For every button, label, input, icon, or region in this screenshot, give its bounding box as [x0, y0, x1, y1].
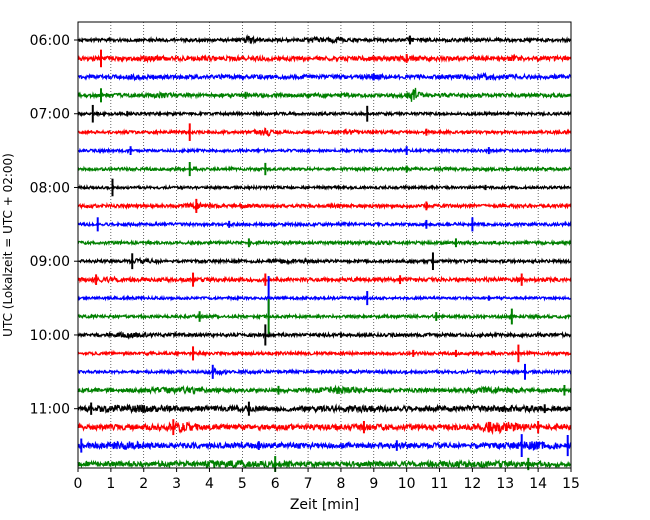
trace-row [77, 252, 572, 271]
y-axis-ticks: 06:00 07:00 08:00 09:00 10:00 11:00 [30, 33, 78, 418]
trace-line [77, 127, 572, 138]
trace-row [77, 49, 572, 68]
x-tick-label: 1 [106, 476, 115, 492]
trace-line [77, 71, 572, 82]
trace-line [77, 53, 572, 64]
trace-row [77, 71, 572, 82]
trace-row [77, 178, 572, 197]
trace-row [77, 324, 572, 346]
trace-line [77, 275, 572, 284]
trace-row [77, 217, 572, 232]
x-tick-label: 11 [431, 476, 449, 492]
vertical-gridlines [110, 22, 539, 468]
x-tick-label: 7 [304, 476, 313, 492]
y-axis-label: UTC (Lokalzeit = UTC + 02:00) [1, 153, 15, 337]
trace-row [77, 33, 572, 45]
x-tick-label: 14 [529, 476, 547, 492]
plot-frame [77, 21, 572, 469]
trace-line [77, 403, 572, 415]
trace-row [77, 344, 572, 363]
trace-row [77, 146, 572, 156]
trace-line [77, 87, 572, 102]
trace-line [77, 366, 572, 377]
trace-line [77, 183, 572, 192]
y-tick-label: 08:00 [30, 180, 70, 196]
trace-line [77, 256, 572, 266]
trace-row [77, 162, 572, 177]
trace-row [77, 434, 572, 458]
y-tick-label: 07:00 [30, 107, 70, 123]
x-axis-label: Zeit [min] [290, 497, 359, 513]
trace-row [77, 363, 572, 380]
seismogram-traces [77, 33, 572, 472]
trace-line [77, 220, 572, 229]
trace-row [77, 123, 572, 141]
trace-row [77, 419, 572, 436]
x-tick-label: 3 [172, 476, 181, 492]
trace-line [77, 238, 572, 247]
x-tick-label: 6 [271, 476, 280, 492]
trace-line [77, 458, 572, 470]
trace-line [77, 201, 572, 211]
x-tick-label: 8 [336, 476, 345, 492]
trace-line [77, 440, 572, 451]
trace-line [77, 109, 572, 118]
trace-line [77, 384, 572, 396]
x-tick-label: 13 [496, 476, 514, 492]
x-tick-label: 15 [562, 476, 580, 492]
y-tick-label: 09:00 [30, 254, 70, 270]
y-tick-label: 06:00 [30, 33, 70, 49]
x-tick-label: 9 [369, 476, 378, 492]
trace-line [77, 330, 572, 340]
trace-row [77, 401, 572, 416]
x-tick-label: 4 [205, 476, 214, 492]
x-tick-label: 12 [463, 476, 481, 492]
trace-line [77, 312, 572, 321]
trace-line [77, 294, 572, 302]
x-tick-label: 5 [238, 476, 247, 492]
x-tick-label: 2 [139, 476, 148, 492]
trace-line [77, 33, 572, 45]
trace-row [77, 384, 572, 396]
trace-row [77, 198, 572, 213]
x-tick-label: 10 [398, 476, 416, 492]
trace-row [77, 298, 572, 335]
trace-row [77, 87, 572, 103]
trace-line [77, 165, 572, 173]
y-tick-label: 10:00 [30, 328, 70, 344]
trace-row [77, 104, 572, 123]
trace-row [77, 238, 572, 248]
trace-row [77, 272, 572, 287]
trace-line [77, 349, 572, 358]
y-tick-label: 11:00 [30, 402, 70, 418]
x-tick-label: 0 [74, 476, 83, 492]
x-axis-ticks: 0 1 2 3 4 5 6 7 8 9 10 11 12 13 14 15 [74, 468, 580, 492]
